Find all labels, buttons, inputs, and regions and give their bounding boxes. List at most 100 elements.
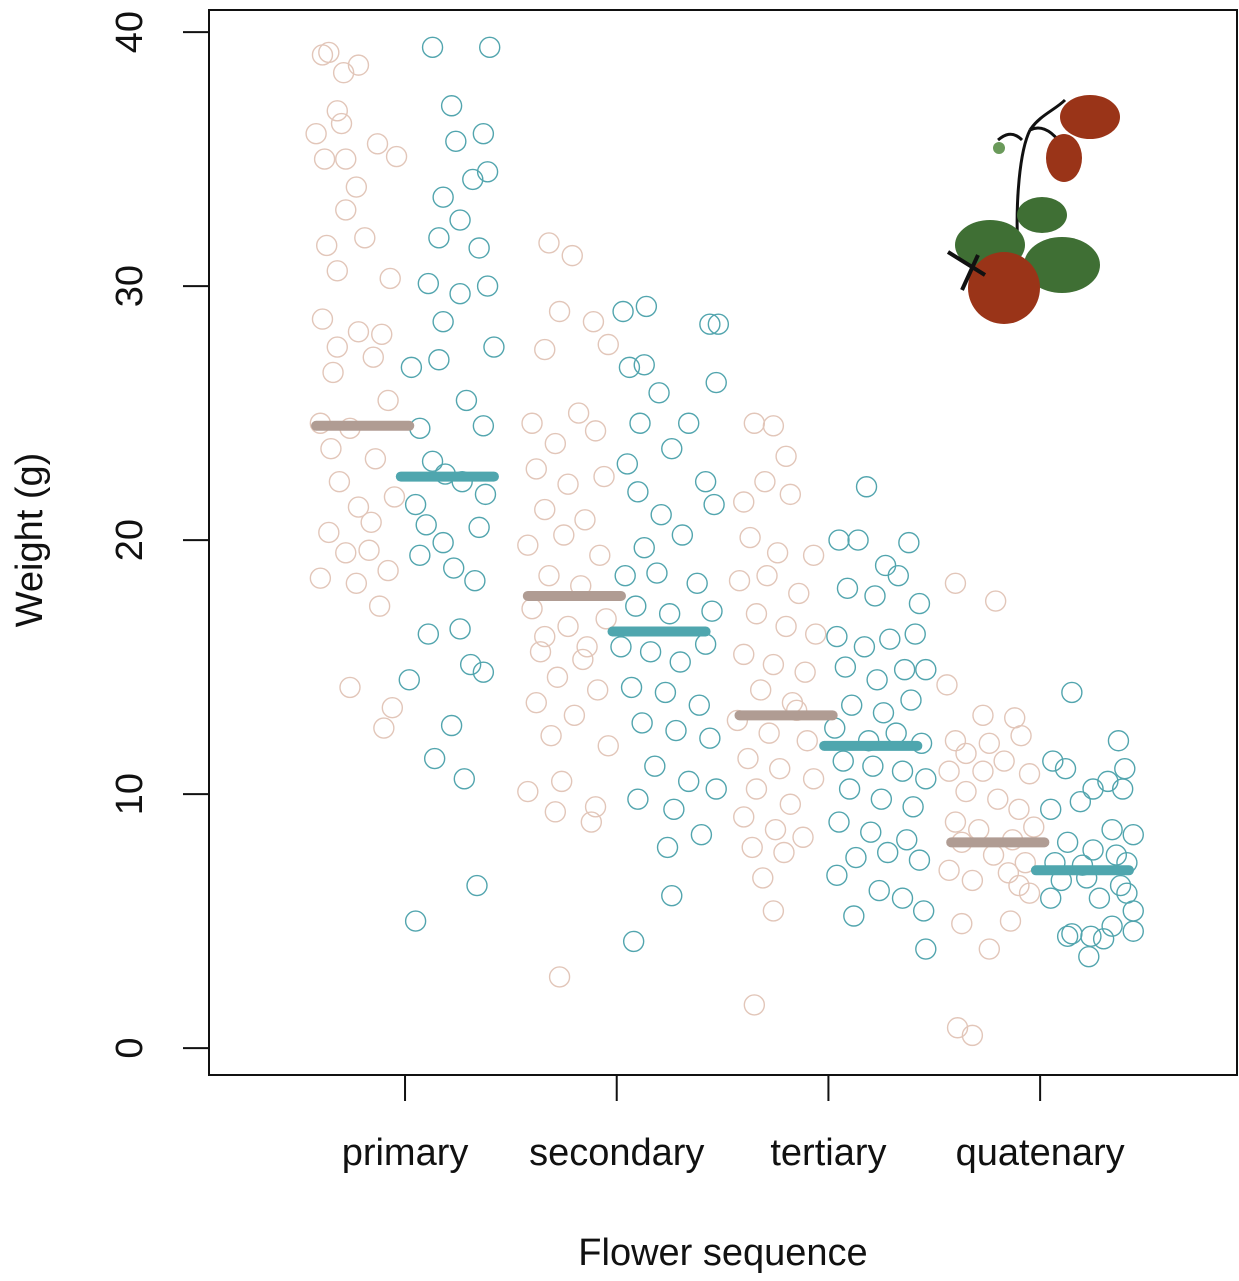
data-point xyxy=(1040,887,1062,909)
data-point xyxy=(472,122,495,145)
data-point xyxy=(656,836,679,859)
data-point xyxy=(557,615,579,638)
data-point xyxy=(661,884,683,907)
data-point xyxy=(534,338,556,361)
data-point xyxy=(453,768,476,790)
data-point xyxy=(868,879,890,902)
data-point xyxy=(893,658,916,681)
data-point xyxy=(625,595,647,617)
data-point xyxy=(902,796,924,818)
data-point xyxy=(548,300,571,323)
data-point xyxy=(466,874,488,897)
data-point xyxy=(449,618,471,640)
data-point xyxy=(1080,925,1102,948)
data-point xyxy=(847,529,869,551)
data-point xyxy=(915,938,937,960)
data-point xyxy=(654,681,677,704)
data-point xyxy=(326,100,348,122)
data-point xyxy=(838,778,861,800)
data-point xyxy=(553,524,575,546)
data-point xyxy=(874,554,897,577)
data-point xyxy=(648,382,670,404)
data-point xyxy=(756,564,778,587)
data-point xyxy=(845,846,867,869)
data-point xyxy=(968,818,990,841)
data-point xyxy=(561,244,583,267)
data-point xyxy=(978,732,1001,754)
data-point xyxy=(1069,791,1092,813)
data-point xyxy=(836,577,859,600)
data-point xyxy=(534,498,556,521)
data-point xyxy=(464,570,486,592)
data-point xyxy=(582,310,605,333)
data-point xyxy=(525,691,547,714)
data-point xyxy=(938,760,960,782)
data-point xyxy=(398,669,420,691)
data-point xyxy=(792,826,814,848)
data-point xyxy=(908,592,931,615)
data-point xyxy=(951,912,973,935)
data-point xyxy=(788,582,810,605)
data-point xyxy=(915,658,937,681)
data-point xyxy=(904,623,926,645)
data-point xyxy=(828,811,850,833)
data-point xyxy=(885,722,907,744)
data-point xyxy=(796,730,818,752)
data-point xyxy=(540,724,562,747)
data-point xyxy=(631,712,653,734)
y-axis-label: Weight (g) xyxy=(9,453,51,628)
data-point xyxy=(703,493,725,516)
data-point xyxy=(538,232,560,254)
data-point xyxy=(1018,763,1041,785)
data-point xyxy=(415,514,437,536)
data-point xyxy=(517,534,539,556)
data-point xyxy=(381,697,404,719)
data-point xyxy=(726,709,749,732)
data-point xyxy=(961,1024,984,1047)
data-point xyxy=(678,770,700,793)
data-point xyxy=(326,336,348,358)
data-point xyxy=(1061,681,1083,704)
data-point xyxy=(908,849,931,871)
data-point xyxy=(741,836,763,859)
data-point xyxy=(339,676,361,699)
data-point xyxy=(946,1017,969,1039)
data-point xyxy=(589,544,611,567)
data-point xyxy=(1014,851,1037,874)
x-tick-label: quatenary xyxy=(956,1132,1125,1174)
data-point xyxy=(627,481,649,503)
data-point xyxy=(409,544,431,567)
data-point xyxy=(701,600,723,622)
data-point xyxy=(915,768,937,790)
data-point xyxy=(614,564,636,587)
data-point xyxy=(449,283,471,305)
data-point xyxy=(550,770,573,793)
data-point xyxy=(841,694,863,716)
data-point xyxy=(834,656,857,678)
data-point xyxy=(440,714,463,737)
data-point xyxy=(449,209,471,231)
data-point xyxy=(1107,730,1130,752)
data-point xyxy=(762,900,785,922)
data-point xyxy=(318,521,340,544)
data-point xyxy=(1078,945,1100,968)
data-point xyxy=(423,747,446,770)
data-point xyxy=(690,824,713,846)
data-point xyxy=(1008,798,1030,821)
data-point xyxy=(870,788,893,810)
data-point xyxy=(733,491,755,513)
data-point xyxy=(455,389,478,412)
data-point xyxy=(546,666,569,688)
data-point xyxy=(737,747,759,770)
data-point xyxy=(699,727,721,749)
data-point xyxy=(371,323,393,346)
data-point xyxy=(733,643,755,666)
data-point xyxy=(1008,874,1030,897)
data-point xyxy=(358,539,380,561)
data-point xyxy=(887,564,909,587)
data-point xyxy=(843,905,865,927)
data-point xyxy=(379,267,401,290)
data-point xyxy=(1109,874,1132,897)
y-tick-label: 10 xyxy=(109,773,151,815)
data-point xyxy=(752,867,774,889)
